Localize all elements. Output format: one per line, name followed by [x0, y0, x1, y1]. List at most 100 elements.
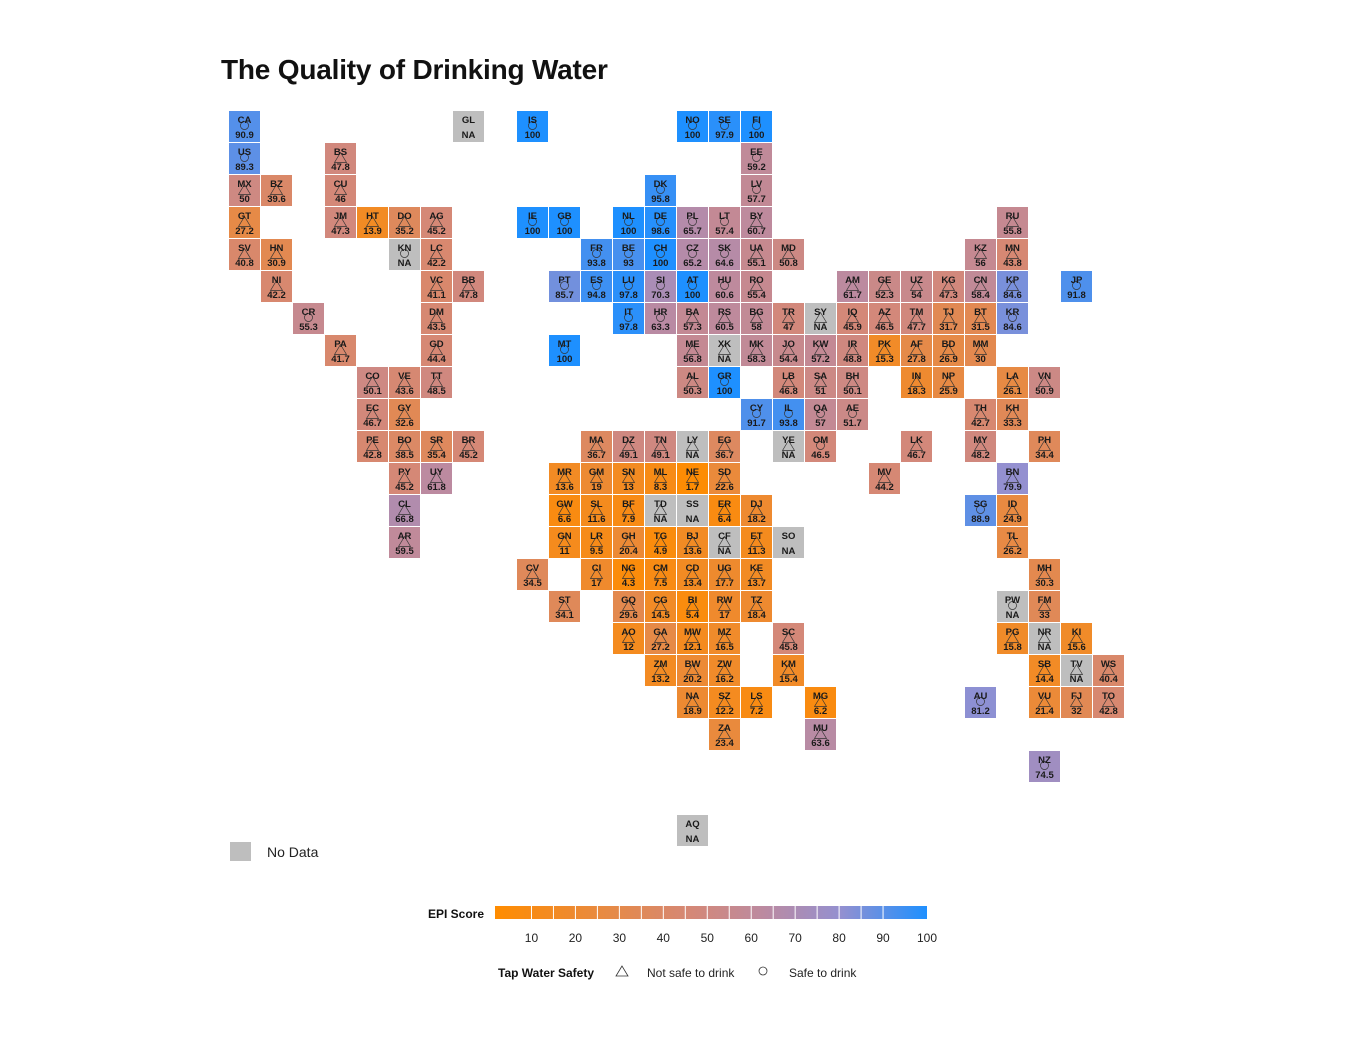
tile-cf: CF NA	[709, 527, 740, 558]
tile-value: 100	[525, 130, 541, 141]
tile-fill	[901, 367, 932, 398]
tile-sg: SG 88.9	[965, 495, 996, 526]
not-safe-triangle-icon	[397, 439, 412, 451]
tile-fill	[581, 463, 612, 494]
tile-value: 70.3	[651, 290, 670, 301]
tile-code: SN	[622, 467, 635, 478]
tile-value: 30.3	[1035, 578, 1054, 589]
not-safe-triangle-icon	[1005, 471, 1020, 483]
tile-ph: PH 34.4	[1029, 431, 1060, 462]
tile-fill	[645, 495, 676, 526]
tile-value: 26.2	[1003, 546, 1022, 557]
not-safe-triangle-icon	[365, 215, 380, 227]
not-safe-triangle-icon	[909, 279, 924, 291]
tile-ci: CI 17	[581, 559, 612, 590]
tile-value: 16.2	[715, 674, 734, 685]
not-safe-triangle-icon	[621, 503, 636, 515]
not-safe-triangle-icon	[685, 343, 700, 355]
tile-ls: LS 7.2	[741, 687, 772, 718]
not-safe-triangle-icon	[941, 343, 956, 355]
tile-ki: KI 15.6	[1061, 623, 1092, 654]
tile-fill	[869, 335, 900, 366]
not-safe-triangle-icon	[749, 567, 764, 579]
tile-code: TV	[1070, 659, 1083, 670]
tile-code: UY	[430, 467, 444, 478]
tile-code: UG	[717, 563, 731, 574]
tile-in: IN 18.3	[901, 367, 932, 398]
tile-fill	[773, 655, 804, 686]
tile-bd: BD 26.9	[933, 335, 964, 366]
not-safe-triangle-icon	[621, 471, 636, 483]
not-safe-triangle-icon	[813, 695, 828, 707]
tile-th: TH 42.7	[965, 399, 996, 430]
tile-code: TO	[1102, 691, 1115, 702]
tile-code: GD	[429, 339, 443, 350]
not-safe-triangle-icon	[909, 375, 924, 387]
not-safe-triangle-icon	[909, 439, 924, 451]
tile-code: DO	[397, 211, 411, 222]
tile-value: 60.5	[715, 322, 734, 333]
tile-ng: NG 4.3	[613, 559, 644, 590]
tile-bf: BF 7.9	[613, 495, 644, 526]
tile-fill	[421, 271, 452, 302]
not-safe-triangle-icon	[429, 279, 444, 291]
tile-fill	[901, 431, 932, 462]
tile-value: 14.4	[1035, 674, 1054, 685]
not-safe-triangle-icon	[589, 471, 604, 483]
tile-km: KM 15.4	[773, 655, 804, 686]
tile-np: NP 25.9	[933, 367, 964, 398]
tile-value: 45.9	[843, 322, 862, 333]
not-safe-triangle-icon	[429, 439, 444, 451]
tile-code: ES	[590, 275, 603, 286]
not-safe-triangle-icon	[749, 279, 764, 291]
tile-ss: SS NA	[677, 495, 708, 526]
tile-value: 46	[335, 194, 346, 205]
tile-code: GB	[557, 211, 571, 222]
tile-bn: BN 79.9	[997, 463, 1028, 494]
tile-om: OM 46.5	[805, 431, 836, 462]
safe-circle-icon	[656, 185, 665, 194]
not-safe-triangle-icon	[717, 343, 732, 355]
tile-value: 41.7	[331, 354, 350, 365]
tile-na: NA 18.9	[677, 687, 708, 718]
not-safe-triangle-icon	[685, 375, 700, 387]
not-safe-triangle-icon	[365, 407, 380, 419]
tile-bb: BB 47.8	[453, 271, 484, 302]
tile-value: 15.4	[779, 674, 798, 685]
not-safe-triangle-icon	[621, 439, 636, 451]
not-safe-triangle-icon	[1005, 631, 1020, 643]
tile-fill	[805, 399, 836, 430]
tile-value: NA	[814, 322, 828, 333]
safe-circle-icon	[752, 121, 761, 130]
tile-code: BJ	[686, 531, 698, 542]
tile-fill	[389, 367, 420, 398]
tile-code: JP	[1071, 275, 1083, 286]
tile-jp: JP 91.8	[1061, 271, 1092, 302]
tile-dm: DM 43.5	[421, 303, 452, 334]
tile-rs: RS 60.5	[709, 303, 740, 334]
tile-fill	[901, 271, 932, 302]
tile-fill	[901, 303, 932, 334]
tile-value: 97.8	[619, 290, 638, 301]
safe-circle-icon	[624, 249, 633, 258]
tile-fill	[997, 527, 1028, 558]
safe-circle-icon	[976, 505, 985, 514]
tile-fill	[357, 367, 388, 398]
tile-code: KP	[1006, 275, 1020, 286]
tile-code: XK	[718, 339, 731, 350]
tile-code: PG	[1006, 627, 1020, 638]
tile-code: SR	[430, 435, 443, 446]
tile-gq: GQ 29.6	[613, 591, 644, 622]
tile-fill	[1061, 655, 1092, 686]
safe-circle-icon	[720, 121, 729, 130]
tile-fill	[229, 143, 260, 174]
not-safe-triangle-icon	[653, 567, 668, 579]
not-safe-triangle-icon	[429, 471, 444, 483]
tile-code: BB	[462, 275, 476, 286]
tile-fill	[613, 591, 644, 622]
tile-fill	[549, 463, 580, 494]
tile-code: QA	[813, 403, 827, 414]
tile-code: ZM	[654, 659, 668, 670]
tile-fill	[709, 367, 740, 398]
tile-fill	[837, 303, 868, 334]
